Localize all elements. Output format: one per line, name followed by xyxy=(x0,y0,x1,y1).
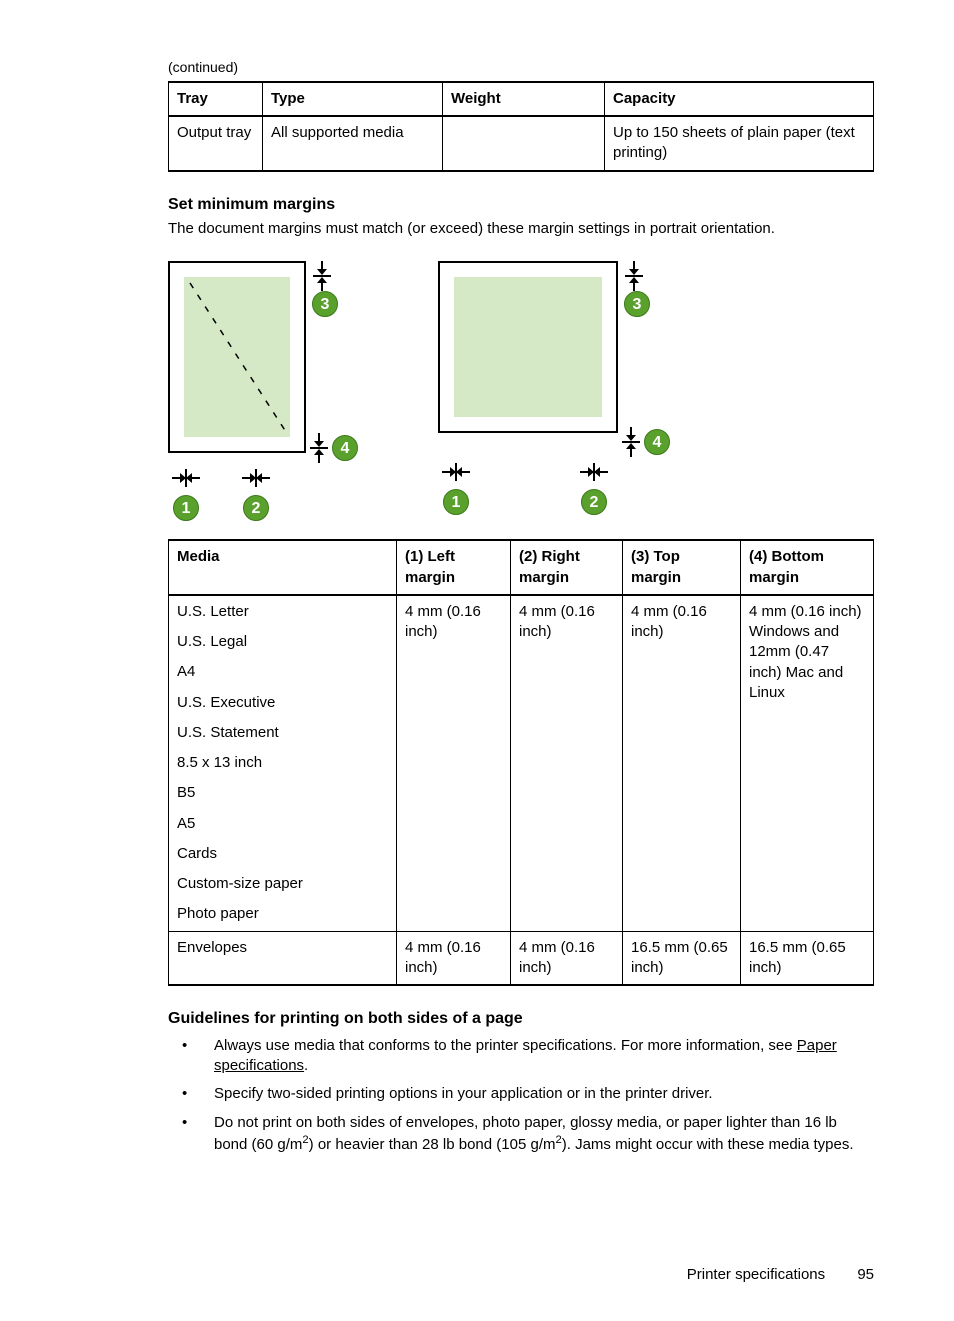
capacity-header: Capacity xyxy=(605,82,874,116)
capacity-cell: Up to 150 sheets of plain paper (text pr… xyxy=(605,116,874,171)
callout-1: 1 xyxy=(173,495,199,521)
document-page: (continued) Tray Type Weight Capacity Ou… xyxy=(0,0,954,1321)
section-heading-guidelines: Guidelines for printing on both sides of… xyxy=(168,1008,874,1030)
media-item: B5 xyxy=(177,783,388,803)
bullet-text: . xyxy=(304,1057,308,1074)
tray-header: Tray xyxy=(169,82,263,116)
bottom-margin-header: (4) Bottom margin xyxy=(741,540,874,595)
media-item: U.S. Letter xyxy=(177,602,388,622)
media-header: Media xyxy=(169,540,397,595)
weight-cell xyxy=(443,116,605,171)
list-item: Specify two-sided printing options in yo… xyxy=(168,1084,874,1104)
list-item: Do not print on both sides of envelopes,… xyxy=(168,1113,874,1156)
table-row: Output tray All supported media Up to 15… xyxy=(169,116,874,171)
media-cell: Envelopes xyxy=(169,931,397,985)
horizontal-arrow-icon xyxy=(580,465,608,479)
media-item: Custom-size paper xyxy=(177,874,388,894)
table-row: Envelopes 4 mm (0.16 inch) 4 mm (0.16 in… xyxy=(169,931,874,985)
callout-3: 3 xyxy=(312,291,338,317)
media-list-cell: U.S. Letter U.S. Legal A4 U.S. Executive… xyxy=(169,595,397,931)
vertical-arrow-icon xyxy=(315,261,329,291)
callout-2: 2 xyxy=(243,495,269,521)
callout-4: 4 xyxy=(332,435,358,461)
guidelines-list: Always use media that conforms to the pr… xyxy=(168,1036,874,1155)
type-header: Type xyxy=(263,82,443,116)
callout-4: 4 xyxy=(644,429,670,455)
weight-header: Weight xyxy=(443,82,605,116)
type-cell: All supported media xyxy=(263,116,443,171)
section-heading-margins: Set minimum margins xyxy=(168,194,874,216)
media-item: Cards xyxy=(177,844,388,864)
diagonal-line-icon xyxy=(170,263,308,455)
left-margin-cell: 4 mm (0.16 inch) xyxy=(397,931,511,985)
margin-diagrams: 3 4 1 2 xyxy=(168,261,874,521)
tray-table: Tray Type Weight Capacity Output tray Al… xyxy=(168,81,874,172)
continued-label: (continued) xyxy=(168,58,874,77)
media-item: U.S. Statement xyxy=(177,723,388,743)
list-item: Always use media that conforms to the pr… xyxy=(168,1036,874,1077)
vertical-arrow-icon xyxy=(312,433,326,463)
top-margin-header: (3) Top margin xyxy=(623,540,741,595)
page-footer: Printer specifications 95 xyxy=(687,1265,874,1285)
right-margin-header: (2) Right margin xyxy=(511,540,623,595)
bullet-text: Always use media that conforms to the pr… xyxy=(214,1037,797,1054)
tray-cell: Output tray xyxy=(169,116,263,171)
page-number: 95 xyxy=(857,1266,874,1283)
top-margin-cell: 16.5 mm (0.65 inch) xyxy=(623,931,741,985)
horizontal-arrow-icon xyxy=(242,471,270,485)
section-body-margins: The document margins must match (or exce… xyxy=(168,219,874,239)
right-margin-cell: 4 mm (0.16 inch) xyxy=(511,931,623,985)
media-item: U.S. Legal xyxy=(177,632,388,652)
top-margin-cell: 4 mm (0.16 inch) xyxy=(623,595,741,931)
callout-1: 1 xyxy=(443,489,469,515)
media-item: U.S. Executive xyxy=(177,693,388,713)
media-item: A5 xyxy=(177,814,388,834)
portrait-margin-diagram: 3 4 1 2 xyxy=(168,261,378,521)
callout-2: 2 xyxy=(581,489,607,515)
vertical-arrow-icon xyxy=(624,427,638,457)
media-item: Photo paper xyxy=(177,904,388,924)
callout-3: 3 xyxy=(624,291,650,317)
horizontal-arrow-icon xyxy=(442,465,470,479)
left-margin-cell: 4 mm (0.16 inch) xyxy=(397,595,511,931)
media-item: A4 xyxy=(177,662,388,682)
footer-section-name: Printer specifications xyxy=(687,1266,825,1283)
left-margin-header: (1) Left margin xyxy=(397,540,511,595)
landscape-margin-diagram: 3 4 1 2 xyxy=(438,261,688,521)
right-margin-cell: 4 mm (0.16 inch) xyxy=(511,595,623,931)
bullet-text: ) or heavier than 28 lb bond (105 g/m xyxy=(309,1136,556,1153)
horizontal-arrow-icon xyxy=(172,471,200,485)
bullet-text: ). Jams might occur with these media typ… xyxy=(562,1136,854,1153)
vertical-arrow-icon xyxy=(627,261,641,291)
media-item: 8.5 x 13 inch xyxy=(177,753,388,773)
bottom-margin-cell: 4 mm (0.16 inch) Windows and 12mm (0.47 … xyxy=(741,595,874,931)
margin-table: Media (1) Left margin (2) Right margin (… xyxy=(168,539,874,986)
table-row: U.S. Letter U.S. Legal A4 U.S. Executive… xyxy=(169,595,874,931)
bottom-margin-cell: 16.5 mm (0.65 inch) xyxy=(741,931,874,985)
